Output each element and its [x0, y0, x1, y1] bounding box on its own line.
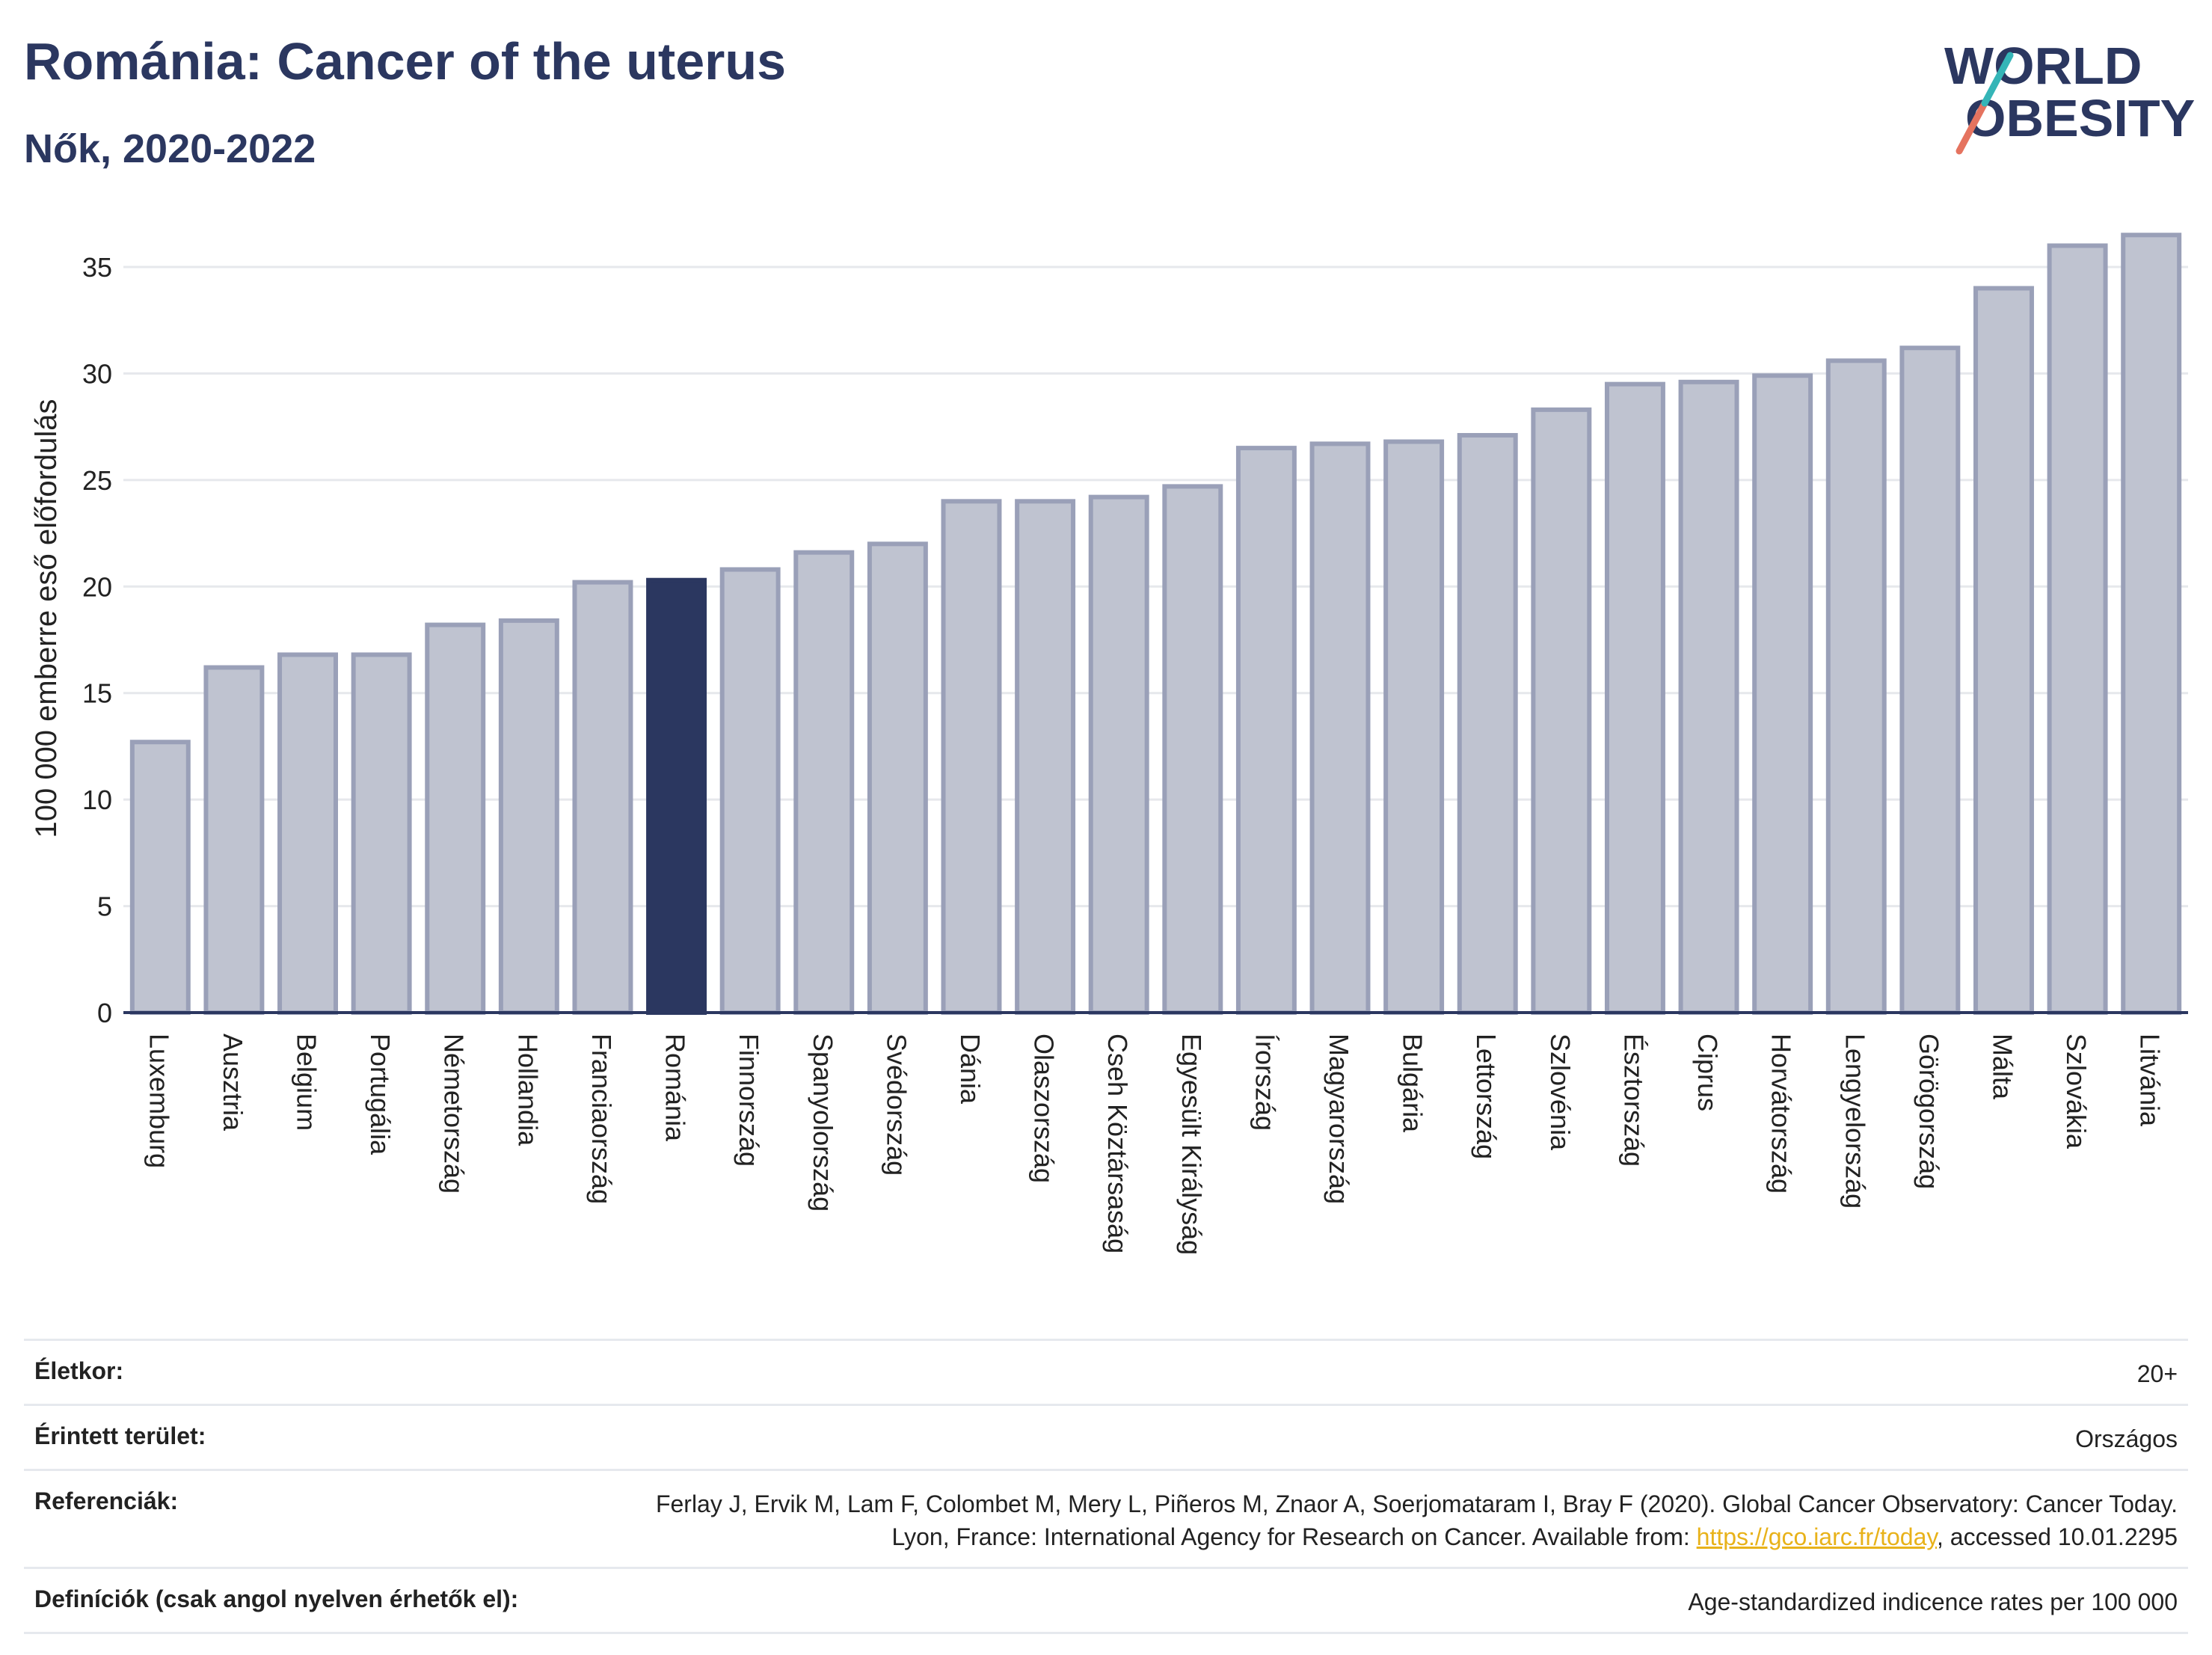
- bar: [572, 580, 633, 1015]
- y-tick-label: 30: [82, 358, 112, 389]
- bar: [1383, 439, 1445, 1015]
- bar: [793, 550, 855, 1015]
- footer-row-area: Érintett terület: Országos: [24, 1404, 2188, 1469]
- x-tick-label: Svédország: [881, 1034, 912, 1176]
- x-tick-label: Bulgária: [1398, 1034, 1428, 1133]
- bar: [498, 618, 559, 1015]
- x-tick-label: Cseh Köztársaság: [1102, 1034, 1133, 1253]
- age-label: Életkor:: [34, 1357, 124, 1384]
- x-tick-label: Lengyelország: [1840, 1034, 1870, 1209]
- x-tick-label: Spanyolország: [808, 1034, 838, 1212]
- x-tick-label: Görögország: [1914, 1034, 1944, 1189]
- x-tick-label: Németország: [439, 1034, 470, 1194]
- logo-line1: WORLD: [1944, 37, 2142, 95]
- references-accessed: , accessed 10.01.2295: [1936, 1523, 2178, 1550]
- references-label: Referenciák:: [34, 1487, 179, 1514]
- x-tick-label: Dánia: [955, 1034, 986, 1105]
- bar: [1604, 381, 1665, 1015]
- bar: [277, 652, 338, 1015]
- bar: [1678, 379, 1739, 1015]
- x-tick-label: Hollandia: [512, 1034, 543, 1146]
- footer-row-age: Életkor: 20+: [24, 1339, 2188, 1404]
- x-tick-label: Belgium: [292, 1034, 322, 1131]
- chart-title: Románia: Cancer of the uterus: [24, 32, 787, 90]
- y-tick-label: 35: [82, 252, 112, 283]
- definitions-value: Age-standardized indicence rates per 100…: [1688, 1588, 2178, 1615]
- y-tick-label: 25: [82, 465, 112, 496]
- y-tick-label: 5: [97, 891, 112, 922]
- age-value: 20+: [2136, 1360, 2178, 1387]
- references-value: Ferlay J, Ervik M, Lam F, Colombet M, Me…: [607, 1487, 2178, 1553]
- y-tick-label: 10: [82, 784, 112, 815]
- y-tick-label: 20: [82, 571, 112, 602]
- bar: [941, 499, 1002, 1015]
- area-value: Országos: [2075, 1425, 2178, 1452]
- x-tick-label: Ausztria: [218, 1034, 248, 1132]
- bar: [1162, 484, 1223, 1015]
- y-axis-label: 100 000 emberre eső előfordulás: [30, 399, 63, 838]
- x-tick-label: Magyarország: [1324, 1034, 1354, 1204]
- bar: [1825, 358, 1887, 1015]
- x-tick-label: Luxemburg: [144, 1034, 174, 1168]
- logo-slash-teal-icon: [1981, 52, 2014, 107]
- references-link[interactable]: https://gco.iarc.fr/today: [1696, 1523, 1937, 1550]
- bar: [1235, 446, 1297, 1015]
- x-tick-label: Egyesült Királyság: [1176, 1034, 1207, 1255]
- x-tick-label: Írország: [1250, 1034, 1280, 1131]
- x-tick-label: Horvátország: [1766, 1034, 1797, 1194]
- bar: [203, 665, 265, 1015]
- x-tick-label: Ciprus: [1692, 1034, 1723, 1111]
- x-tick-label: Portugália: [365, 1034, 396, 1155]
- footer-row-references: Referenciák: Ferlay J, Ervik M, Lam F, C…: [24, 1469, 2188, 1567]
- logo-line2: OBESITY: [1965, 89, 2195, 147]
- x-tick-label: Málta: [1987, 1034, 2018, 1100]
- x-tick-label: Finnország: [734, 1034, 764, 1167]
- x-tick-label: Franciaország: [586, 1034, 617, 1204]
- bar: [719, 567, 781, 1015]
- bar-chart: 0 5 10 15 20 25 30 35 100 000 emberre eső előfor…: [30, 233, 2188, 1255]
- x-tick-label: Románia: [660, 1034, 691, 1142]
- bar: [1531, 407, 1592, 1015]
- y-tick-label: 15: [82, 678, 112, 709]
- definitions-label: Definíciók (csak angol nyelven érhetők e…: [34, 1585, 519, 1612]
- bar: [867, 541, 928, 1015]
- bar: [1015, 499, 1076, 1015]
- bar: [1309, 441, 1371, 1015]
- bar: [1457, 433, 1518, 1015]
- bar: [129, 740, 191, 1015]
- x-tick-label: Olaszország: [1029, 1034, 1060, 1183]
- y-tick-label: 0: [97, 998, 112, 1028]
- x-tick-label: Észtország: [1618, 1034, 1649, 1167]
- bar: [646, 577, 707, 1015]
- area-label: Érintett terület:: [34, 1422, 206, 1449]
- footer-row-definitions: Definíciók (csak angol nyelven érhetők e…: [24, 1567, 2188, 1634]
- bar: [425, 622, 486, 1015]
- world-obesity-logo: WORLD OBESITY: [1944, 37, 2195, 155]
- bar: [2121, 233, 2182, 1015]
- chart-subtitle: Nők, 2020-2022: [24, 126, 316, 171]
- metadata-table: Életkor: 20+ Érintett terület: Országos …: [24, 1339, 2188, 1634]
- references-text: Ferlay J, Ervik M, Lam F, Colombet M, Me…: [655, 1490, 2178, 1550]
- bar: [1899, 346, 1961, 1015]
- x-tick-label: Lettország: [1471, 1034, 1502, 1159]
- bar: [1973, 286, 2034, 1015]
- x-tick-label: Litvánia: [2135, 1034, 2166, 1127]
- x-tick-label: Szlovénia: [1545, 1034, 1576, 1151]
- x-tick-label: Szlovákia: [2061, 1034, 2092, 1149]
- bar: [1088, 494, 1149, 1015]
- logo-slash-red-icon: [1956, 99, 1988, 155]
- bar: [1752, 373, 1813, 1016]
- bar: [351, 652, 412, 1015]
- bar: [2047, 243, 2108, 1016]
